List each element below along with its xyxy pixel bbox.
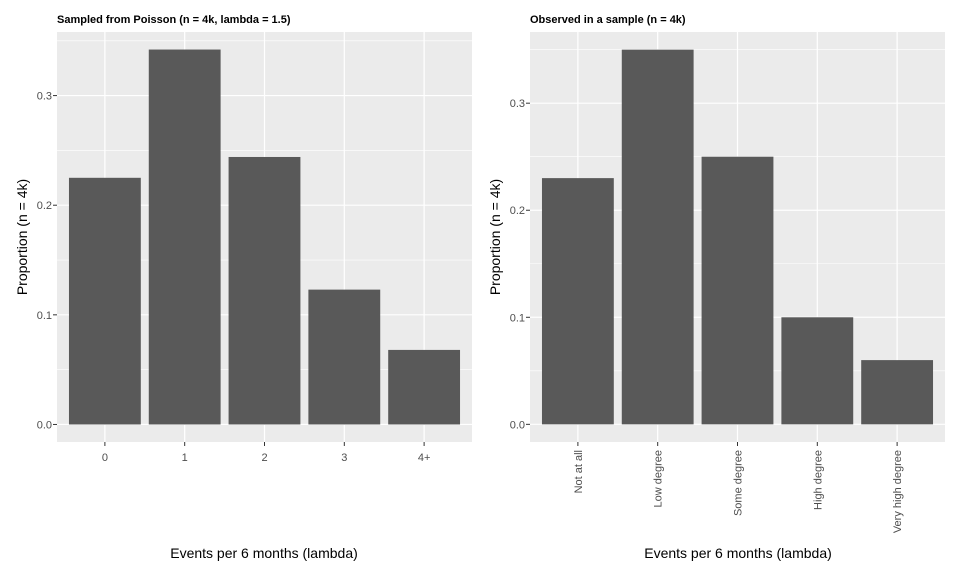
y-axis-title-0: Proportion (n = 4k): [14, 179, 30, 295]
y-tick-label-1-1: 0.1: [510, 312, 525, 324]
x-tick-label-0-2: 2: [261, 452, 267, 464]
x-tick-label-0-3: 3: [341, 452, 347, 464]
chart-title-0: Sampled from Poisson (n = 4k, lambda = 1…: [57, 14, 291, 26]
bar-1-2: [701, 156, 774, 425]
bar-1-1: [621, 49, 694, 425]
x-tick-label-0-0: 0: [102, 452, 108, 464]
bar-0-1: [148, 49, 221, 425]
y-tick-label-0-3: 0.3: [37, 91, 52, 103]
bar-0-3: [308, 289, 381, 425]
y-tick-label-1-3: 0.3: [510, 98, 525, 110]
x-tick-label-0-1: 1: [182, 452, 188, 464]
bar-0-4: [388, 349, 461, 425]
y-tick-label-0-2: 0.2: [37, 200, 52, 212]
bar-1-4: [861, 360, 934, 425]
y-tick-label-1-0: 0.0: [510, 419, 525, 431]
bar-1-0: [541, 178, 614, 425]
y-axis-title-1: Proportion (n = 4k): [487, 179, 503, 295]
bar-0-2: [228, 156, 301, 425]
x-tick-label-0-4: 4+: [418, 452, 431, 464]
bar-0-0: [68, 177, 141, 425]
x-tick-label-1-3: High degree: [812, 450, 824, 510]
x-tick-label-1-1: Low degree: [653, 450, 665, 508]
chart-title-1: Observed in a sample (n = 4k): [530, 14, 686, 26]
x-tick-label-1-2: Some degree: [733, 450, 745, 516]
y-tick-label-0-1: 0.1: [37, 310, 52, 322]
y-tick-label-1-2: 0.2: [510, 205, 525, 217]
bar-1-3: [781, 317, 854, 425]
x-tick-label-1-0: Not at all: [573, 450, 585, 493]
x-axis-title-0: Events per 6 months (lambda): [170, 545, 358, 561]
x-tick-label-1-4: Very high degree: [892, 450, 904, 533]
x-axis-title-1: Events per 6 months (lambda): [644, 545, 832, 561]
y-tick-label-0-0: 0.0: [37, 419, 52, 431]
